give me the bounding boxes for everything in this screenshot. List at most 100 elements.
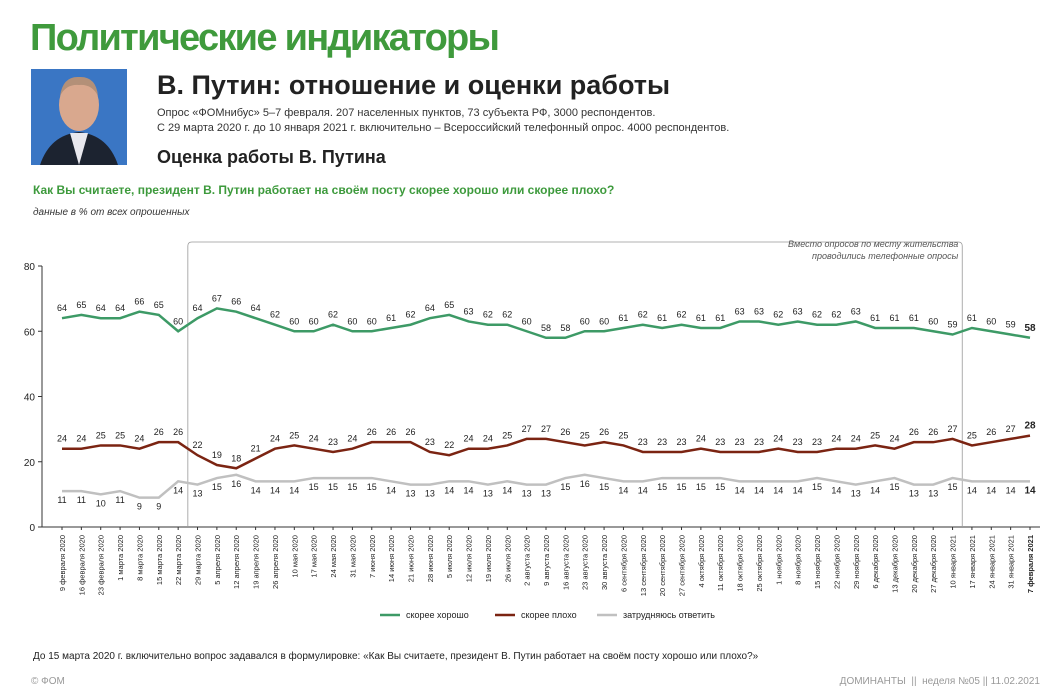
data-label: 61 (715, 313, 725, 323)
units: данные в % от всех опрошенных (33, 207, 190, 218)
data-label: 15 (948, 482, 958, 492)
data-label: 66 (231, 297, 241, 307)
data-label: 27 (948, 424, 958, 434)
x-tick-label: 8 марта 2020 (135, 535, 144, 581)
data-label: 65 (76, 300, 86, 310)
data-label: 14 (386, 485, 396, 495)
data-label: 24 (889, 434, 899, 444)
line-series (62, 473, 1030, 499)
x-tick-label: 16 августа 2020 (561, 535, 570, 590)
data-label: 61 (967, 313, 977, 323)
data-label: 61 (386, 313, 396, 323)
x-tick-label: 12 июля 2020 (465, 535, 474, 582)
data-label: 60 (173, 316, 183, 326)
x-tick-label: 24 мая 2020 (329, 535, 338, 578)
data-label: 67 (212, 293, 222, 303)
line-series (61, 307, 1031, 340)
data-label: 61 (618, 313, 628, 323)
data-label: 60 (580, 316, 590, 326)
line-series (62, 434, 1031, 470)
data-label: 23 (735, 437, 745, 447)
data-label: 61 (657, 313, 667, 323)
note: С 29 марта 2020 г. до 10 января 2021 г. … (157, 122, 729, 134)
x-tick-label: 7 июня 2020 (368, 535, 377, 578)
x-tick-label: 6 декабря 2020 (871, 535, 880, 589)
data-label: 18 (231, 453, 241, 463)
data-label: 25 (618, 430, 628, 440)
data-label: 60 (928, 316, 938, 326)
data-label: 14 (1006, 485, 1016, 495)
data-label: 62 (483, 310, 493, 320)
data-label: 62 (405, 310, 415, 320)
x-tick-label: 15 ноября 2020 (813, 535, 822, 589)
data-label: 14 (270, 485, 280, 495)
data-label: 13 (851, 489, 861, 499)
x-tick-label: 31 мая 2020 (348, 535, 357, 578)
legend-label: скорее хорошо (406, 610, 469, 620)
data-label: 62 (502, 310, 512, 320)
data-label: 64 (96, 303, 106, 313)
data-label: 65 (444, 300, 454, 310)
data-label: 10 (96, 498, 106, 508)
x-tick-label: 30 августа 2020 (600, 535, 609, 590)
data-label: 15 (657, 482, 667, 492)
section-title: Оценка работы В. Путина (157, 147, 387, 167)
data-label: 14 (464, 485, 474, 495)
data-label: 26 (173, 427, 183, 437)
x-tick-label: 19 апреля 2020 (252, 535, 261, 589)
data-label: 66 (134, 297, 144, 307)
data-label: 22 (193, 440, 203, 450)
data-label: 58 (560, 323, 570, 333)
data-label: 24 (696, 434, 706, 444)
x-tick-label: 15 марта 2020 (155, 535, 164, 585)
data-label: 15 (599, 482, 609, 492)
data-label: 25 (502, 430, 512, 440)
data-label: 61 (696, 313, 706, 323)
data-label: 23 (754, 437, 764, 447)
data-label: 13 (541, 489, 551, 499)
note: Опрос «ФОМнибус» 5–7 февраля. 207 населе… (157, 107, 655, 119)
data-label: 23 (812, 437, 822, 447)
data-label: 64 (251, 303, 261, 313)
data-label: 23 (793, 437, 803, 447)
data-label: 14 (967, 485, 977, 495)
data-label: 25 (96, 430, 106, 440)
data-label: 15 (328, 482, 338, 492)
y-tick-label: 0 (29, 523, 35, 534)
data-label: 11 (77, 495, 86, 505)
x-tick-label: 27 декабря 2020 (929, 535, 938, 593)
x-tick-label: 2 августа 2020 (523, 535, 532, 586)
x-tick-label: 17 января 2021 (968, 535, 977, 589)
data-label: 24 (773, 434, 783, 444)
x-tick-label: 5 апреля 2020 (213, 535, 222, 585)
legend-label: затрудняюсь ответить (623, 610, 715, 620)
x-tick-label: 7 февраля 2021 (1026, 535, 1035, 593)
data-label: 25 (580, 430, 590, 440)
data-label: 62 (677, 310, 687, 320)
data-label: 60 (289, 316, 299, 326)
x-tick-label: 21 июня 2020 (406, 535, 415, 582)
data-label: 26 (386, 427, 396, 437)
data-label: 26 (367, 427, 377, 437)
data-label: 13 (193, 489, 203, 499)
data-label: 24 (270, 434, 280, 444)
data-label: 62 (831, 310, 841, 320)
x-tick-label: 18 октября 2020 (736, 535, 745, 592)
data-label: 15 (715, 482, 725, 492)
x-tick-label: 13 декабря 2020 (890, 535, 899, 593)
x-tick-label: 26 июля 2020 (503, 535, 512, 582)
x-tick-label: 24 января 2021 (987, 535, 996, 589)
data-label: 14 (735, 485, 745, 495)
x-tick-label: 20 сентября 2020 (658, 535, 667, 596)
data-label: 19 (212, 450, 222, 460)
data-label: 9 (137, 502, 142, 512)
data-label: 26 (405, 427, 415, 437)
x-tick-label: 23 августа 2020 (581, 535, 590, 590)
data-label: 14 (793, 485, 803, 495)
data-label: 24 (347, 434, 357, 444)
data-label: 16 (580, 479, 590, 489)
data-label: 26 (928, 427, 938, 437)
x-tick-label: 20 декабря 2020 (910, 535, 919, 593)
x-tick-label: 23 февраля 2020 (97, 535, 106, 595)
data-label: 15 (560, 482, 570, 492)
